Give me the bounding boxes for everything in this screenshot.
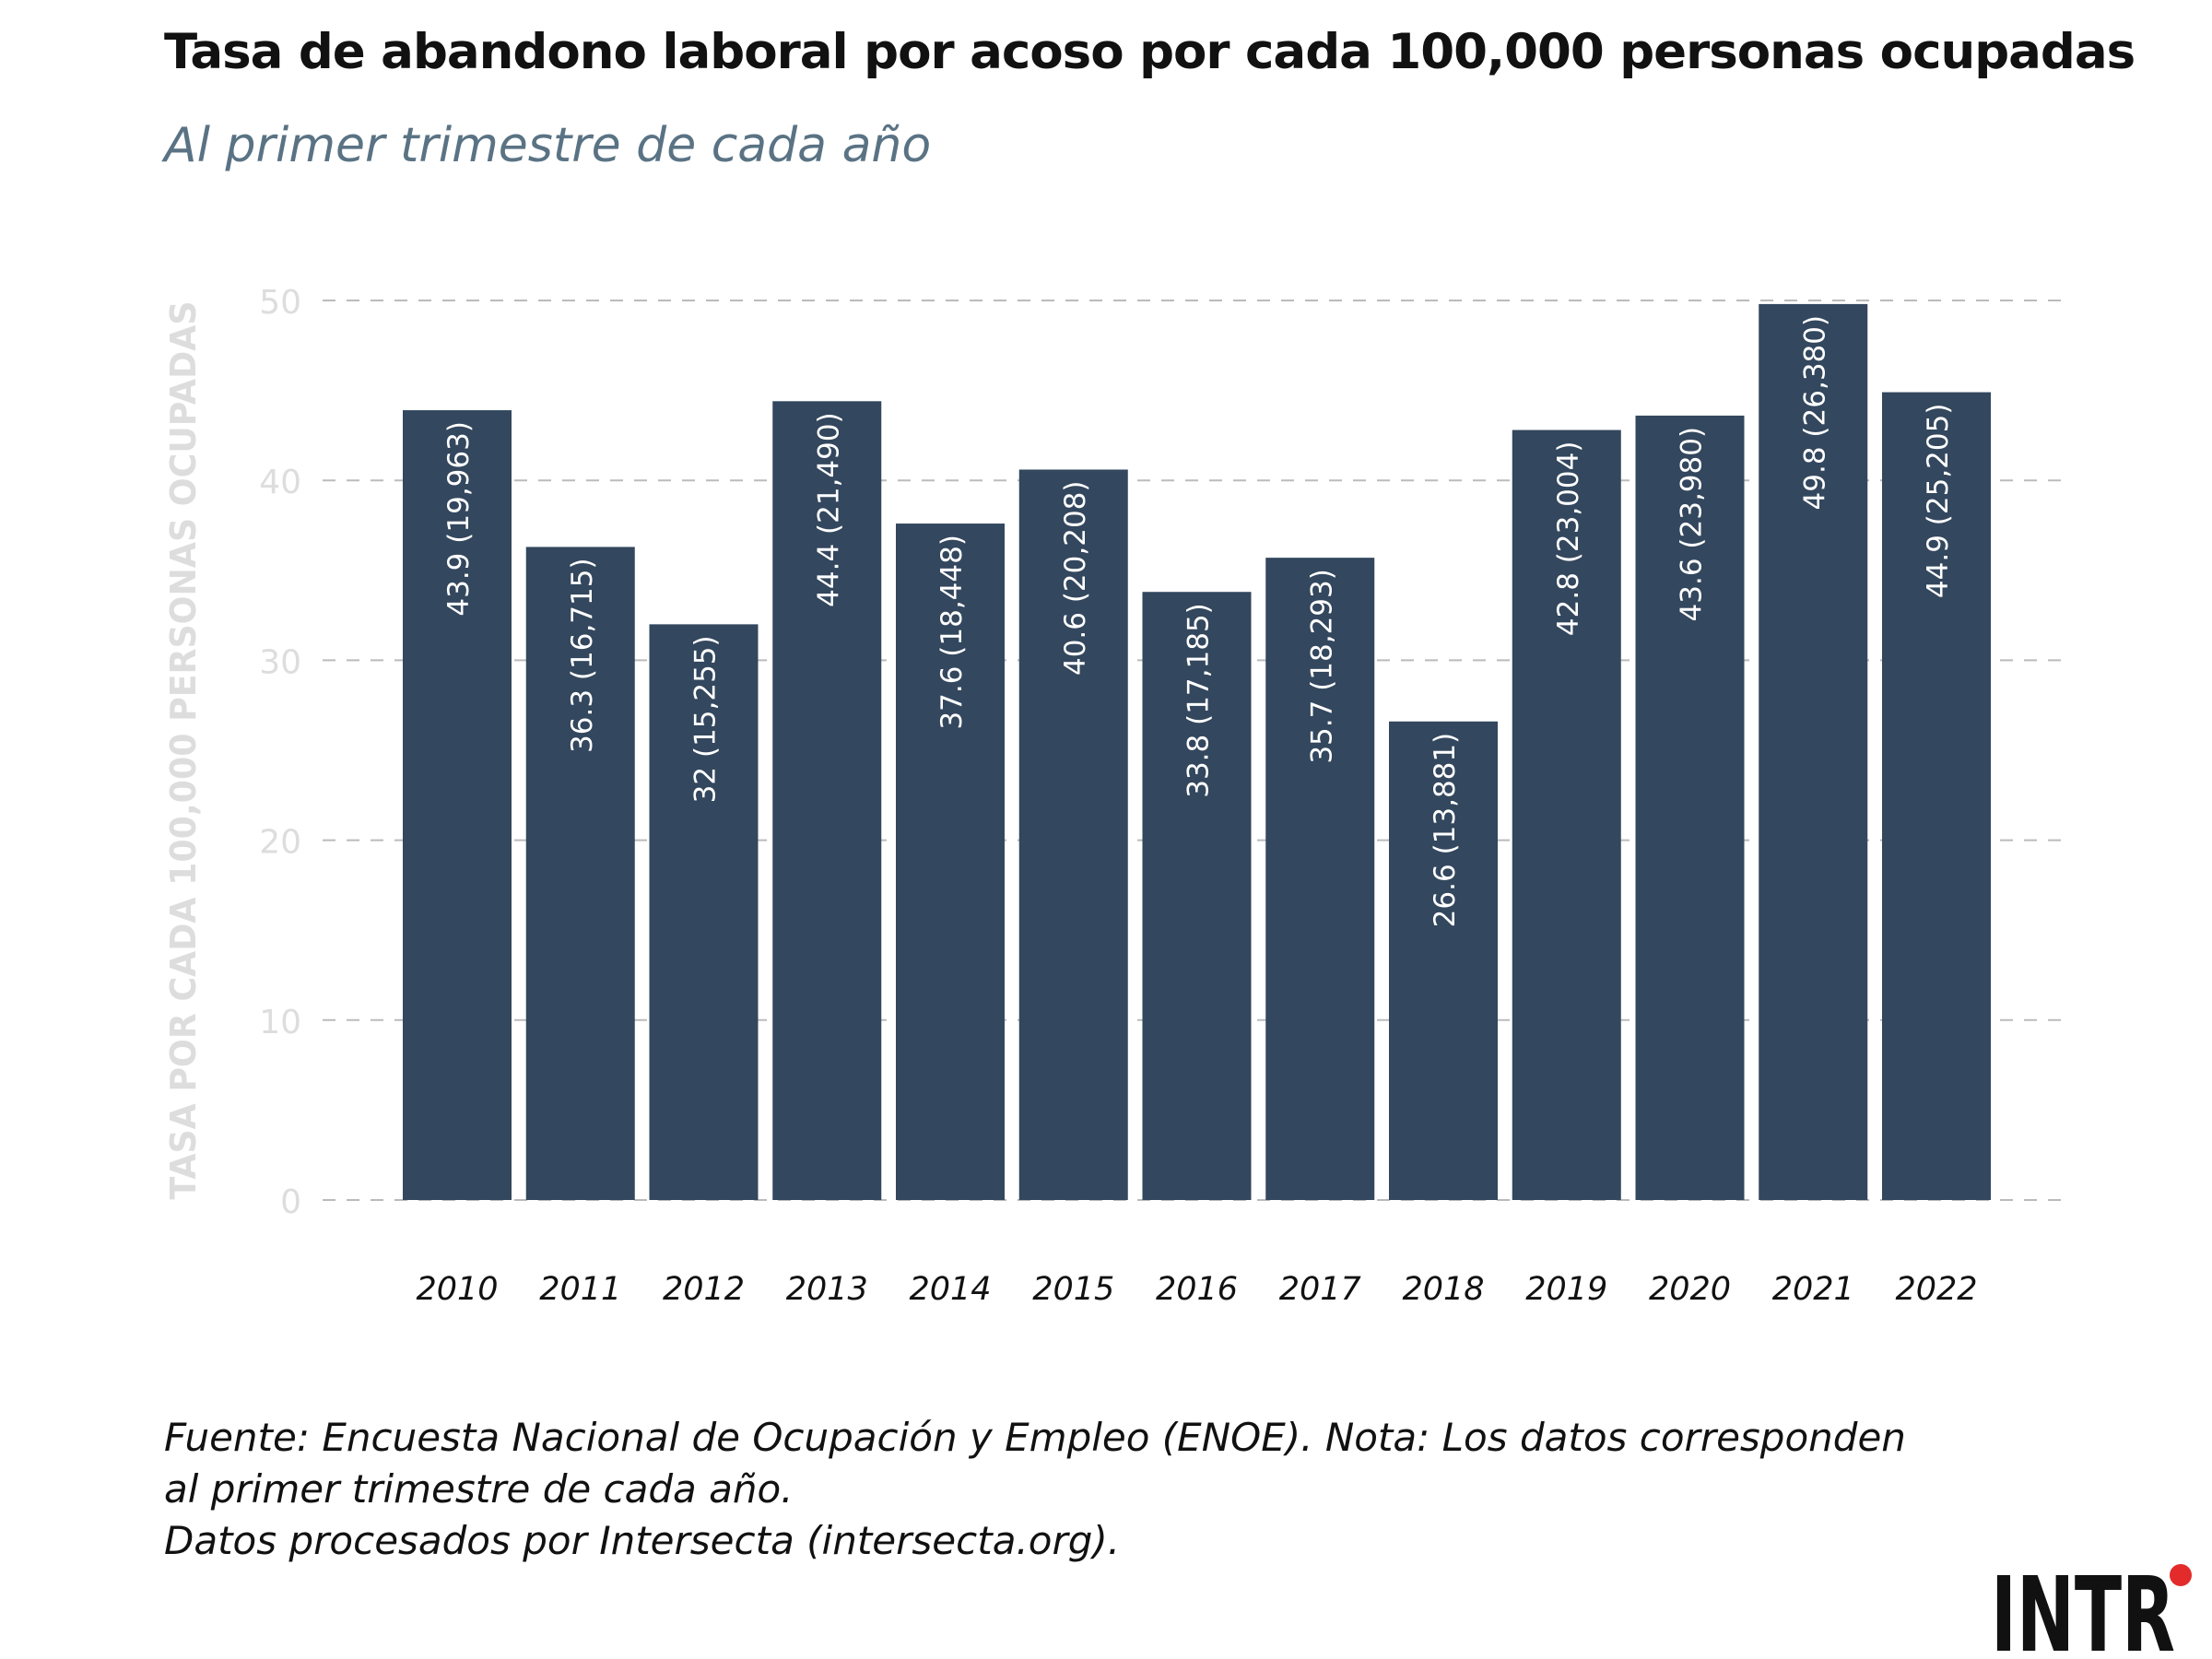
bar-2015 bbox=[1018, 469, 1128, 1200]
bar-2014 bbox=[896, 524, 1005, 1200]
x-tick-label-2022: 2022 bbox=[1895, 1271, 1977, 1308]
y-axis-ticks: 0 10 20 30 40 50 bbox=[259, 284, 301, 1221]
y-tick-label: 10 bbox=[259, 1004, 301, 1041]
source-note: Fuente: Encuesta Nacional de Ocupación y… bbox=[164, 1412, 2100, 1567]
x-tick-label-2014: 2014 bbox=[909, 1271, 991, 1308]
bar-2013 bbox=[772, 401, 882, 1200]
bar-2017 bbox=[1265, 558, 1375, 1200]
x-tick-label-2020: 2020 bbox=[1649, 1271, 1731, 1308]
bar-label-2012: 32 (15,255) bbox=[689, 635, 723, 803]
chart-subtitle: Al primer trimestre de cada año bbox=[164, 118, 932, 173]
y-tick-label: 30 bbox=[259, 643, 301, 681]
bar-label-2015: 40.6 (20,208) bbox=[1059, 480, 1092, 676]
bars bbox=[403, 303, 1991, 1201]
y-tick-label: 40 bbox=[259, 464, 301, 501]
bar-2016 bbox=[1142, 592, 1252, 1200]
bar-label-2010: 43.9 (19,963) bbox=[442, 421, 476, 617]
bar-labels: 43.9 (19,963) 36.3 (16,715) 32 (15,255) 44.… bbox=[442, 315, 1955, 927]
bar-2022 bbox=[1882, 392, 1991, 1200]
source-line-2: al primer trimestre de cada año. bbox=[164, 1466, 794, 1512]
x-tick-label-2021: 2021 bbox=[1772, 1271, 1854, 1308]
bar-label-2018: 26.6 (13,881) bbox=[1429, 733, 1462, 928]
bar-2020 bbox=[1635, 415, 1745, 1201]
bar-2011 bbox=[525, 547, 635, 1200]
bar-2019 bbox=[1512, 429, 1621, 1200]
bar-2010 bbox=[403, 410, 512, 1200]
bar-label-2014: 37.6 (18,448) bbox=[935, 535, 969, 730]
bar-label-2013: 44.4 (21,490) bbox=[812, 412, 845, 607]
bar-2012 bbox=[649, 624, 759, 1200]
source-line-1: Fuente: Encuesta Nacional de Ocupación y… bbox=[164, 1415, 1906, 1460]
x-tick-label-2012: 2012 bbox=[663, 1271, 745, 1308]
bar-label-2022: 44.9 (25,205) bbox=[1922, 404, 1955, 599]
bar-2021 bbox=[1759, 303, 1868, 1200]
intersecta-logo: INTR bbox=[1991, 1562, 2192, 1654]
bar-label-2016: 33.8 (17,185) bbox=[1182, 603, 1216, 798]
source-line-3: Datos procesados por Intersecta (interse… bbox=[164, 1518, 1121, 1563]
x-tick-label-2019: 2019 bbox=[1525, 1271, 1607, 1308]
bar-label-2020: 43.6 (23,980) bbox=[1676, 427, 1709, 622]
bar-label-2021: 49.8 (26,380) bbox=[1798, 315, 1831, 511]
bar-label-2017: 35.7 (18,293) bbox=[1305, 569, 1338, 764]
chart-title: Tasa de abandono laboral por acoso por c… bbox=[164, 24, 2136, 80]
y-tick-label: 0 bbox=[280, 1183, 301, 1221]
bar-label-2011: 36.3 (16,715) bbox=[566, 558, 599, 753]
x-tick-label-2017: 2017 bbox=[1279, 1271, 1361, 1308]
x-axis-ticks: 2010 2011 2012 2013 2014 2015 2016 2017 2018 2019… bbox=[416, 1271, 1977, 1308]
x-tick-label-2015: 2015 bbox=[1032, 1271, 1114, 1308]
bar-2018 bbox=[1389, 721, 1498, 1200]
y-axis-label: TASA POR CADA 100,000 PERSONAS OCUPADAS bbox=[163, 301, 204, 1200]
logo-text: INTR bbox=[1991, 1562, 2175, 1654]
x-tick-label-2013: 2013 bbox=[786, 1271, 868, 1308]
y-tick-label: 20 bbox=[259, 824, 301, 862]
bar-chart: 0 10 20 30 40 50 43.9 (19,963) 36.3 (16,715) 32… bbox=[163, 284, 2069, 1308]
x-tick-label-2016: 2016 bbox=[1156, 1271, 1238, 1308]
bar-label-2019: 42.8 (23,004) bbox=[1552, 441, 1585, 637]
x-tick-label-2011: 2011 bbox=[539, 1271, 621, 1308]
x-tick-label-2010: 2010 bbox=[416, 1271, 498, 1308]
y-tick-label: 50 bbox=[259, 284, 301, 322]
logo-accent-dot bbox=[2170, 1564, 2192, 1586]
x-tick-label-2018: 2018 bbox=[1402, 1271, 1484, 1308]
